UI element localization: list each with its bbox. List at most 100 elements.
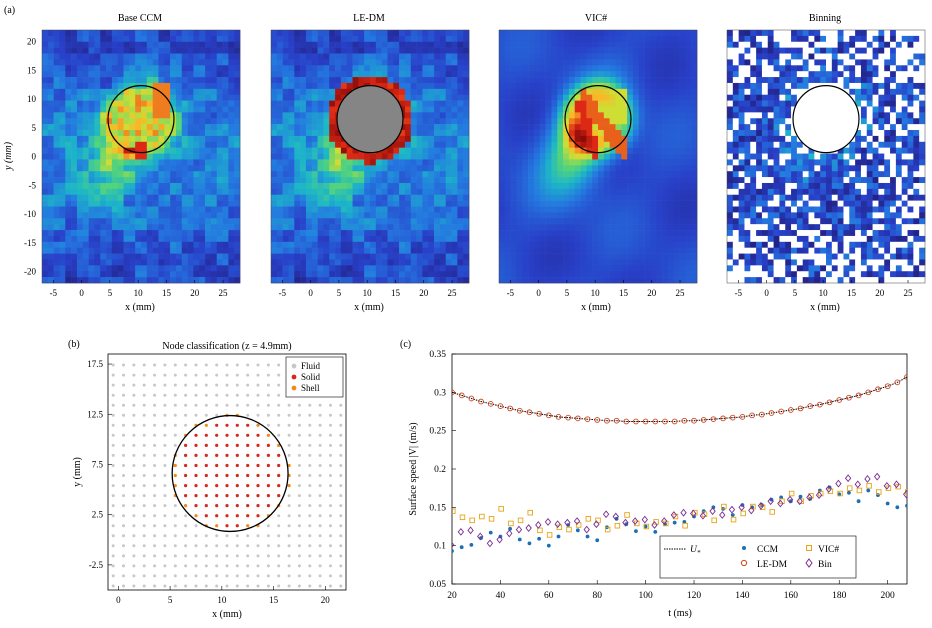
- heatmap-cell: [323, 253, 330, 260]
- heatmap-cell: [457, 277, 464, 284]
- heatmap-cell: [428, 165, 435, 172]
- heatmap-cell: [457, 124, 464, 131]
- heatmap-cell: [100, 88, 107, 96]
- heatmap-cell: [111, 130, 118, 137]
- heatmap-cell: [551, 82, 558, 90]
- heatmap-cell: [761, 88, 769, 96]
- heatmap-cell: [305, 53, 313, 60]
- heatmap-cell: [679, 71, 686, 78]
- heatmap-cell: [187, 30, 194, 37]
- heatmap-cell: [340, 212, 347, 219]
- heatmap-cell: [193, 165, 200, 172]
- heatmap-cell: [621, 112, 628, 119]
- heatmap-cell: [340, 41, 347, 48]
- heatmap-cell: [884, 118, 891, 125]
- heatmap-cell: [563, 171, 570, 178]
- heatmap-cell: [141, 212, 148, 219]
- heatmap-cell: [434, 77, 441, 84]
- heatmap-cell: [305, 253, 313, 260]
- heatmap-cell: [399, 200, 406, 207]
- heatmap-cell: [673, 206, 680, 213]
- heatmap-cell: [410, 135, 417, 143]
- heatmap-cell: [76, 153, 84, 160]
- heatmap-cell: [667, 241, 674, 248]
- heatmap-cell: [181, 141, 188, 148]
- heatmap-cell: [738, 41, 745, 48]
- heatmap-cell: [685, 65, 692, 72]
- heatmap-cell: [638, 77, 645, 84]
- heatmap-cell: [146, 124, 153, 131]
- heatmap-cell: [528, 71, 535, 78]
- heatmap-cell: [662, 265, 669, 272]
- heatmap-cell: [557, 130, 564, 137]
- heatmap-cell: [638, 71, 645, 78]
- heatmap-cell: [47, 182, 54, 190]
- heatmap-cell: [399, 147, 406, 154]
- heatmap-cell: [152, 235, 159, 243]
- heatmap-cell: [358, 265, 365, 272]
- heatmap-cell: [638, 165, 645, 172]
- heatmap-cell: [732, 118, 739, 125]
- heatmap-cell: [539, 100, 546, 107]
- heatmap-cell: [404, 88, 412, 96]
- heatmap-cell: [271, 47, 278, 54]
- heatmap-cell: [563, 135, 570, 143]
- heatmap-cell: [644, 106, 651, 113]
- heatmap-cell: [533, 224, 541, 231]
- heatmap-cell: [445, 59, 452, 66]
- heatmap-cell: [539, 259, 546, 266]
- heatmap-cell: [187, 88, 194, 96]
- heatmap-cell: [65, 30, 72, 37]
- heatmap-cell: [627, 241, 634, 248]
- heatmap-cell: [603, 212, 610, 219]
- heatmap-cell: [47, 224, 54, 231]
- heatmap-cell: [416, 182, 423, 190]
- heatmap-cell: [346, 230, 353, 237]
- heatmap-cell: [88, 241, 95, 248]
- heatmap-cell: [399, 47, 406, 54]
- heatmap-cell: [563, 65, 570, 72]
- heatmap-cell: [638, 88, 645, 96]
- heatmap-cell: [656, 106, 663, 113]
- heatmap-cell: [516, 153, 523, 160]
- heatmap-cell: [288, 153, 295, 160]
- heatmap-cell: [632, 200, 640, 207]
- heatmap-cell: [59, 106, 66, 113]
- heatmap-cell: [100, 265, 107, 272]
- heatmap-cell: [890, 47, 897, 54]
- heatmap-cell: [510, 171, 517, 178]
- heatmap-cell: [346, 235, 353, 243]
- heatmap-cell: [199, 182, 206, 190]
- heatmap-cell: [533, 147, 541, 154]
- heatmap-cell: [222, 65, 229, 72]
- heatmap-cell: [47, 88, 54, 96]
- heatmap-cell: [234, 253, 241, 260]
- heatmap-cell: [364, 265, 371, 272]
- heatmap-cell: [152, 112, 159, 119]
- heatmap-cell: [282, 100, 289, 107]
- heatmap-cell: [539, 47, 546, 54]
- heatmap-cell: [47, 53, 54, 60]
- heatmap-cell: [399, 71, 406, 78]
- heatmap-cell: [346, 194, 353, 201]
- heatmap-cell: [317, 182, 324, 190]
- heatmap-cell: [311, 141, 318, 148]
- heatmap-cell: [205, 106, 212, 113]
- heatmap-cell: [445, 65, 452, 72]
- heatmap-cell: [305, 30, 313, 37]
- heatmap-cell: [222, 88, 229, 96]
- heatmap-cell: [732, 88, 739, 96]
- heatmap-cell: [545, 253, 552, 260]
- heatmap-cell: [439, 259, 446, 266]
- heatmap-cell: [82, 247, 89, 254]
- heatmap-cell: [117, 153, 124, 160]
- heatmap-cell: [358, 235, 365, 243]
- heatmap-cell: [216, 224, 223, 231]
- heatmap-cell: [53, 153, 60, 160]
- heatmap-cell: [294, 100, 301, 107]
- heatmap-cell: [428, 159, 435, 166]
- heatmap-cell: [598, 188, 605, 196]
- heatmap-cell: [603, 259, 610, 266]
- heatmap-cell: [399, 194, 406, 201]
- heatmap-cell: [650, 194, 657, 201]
